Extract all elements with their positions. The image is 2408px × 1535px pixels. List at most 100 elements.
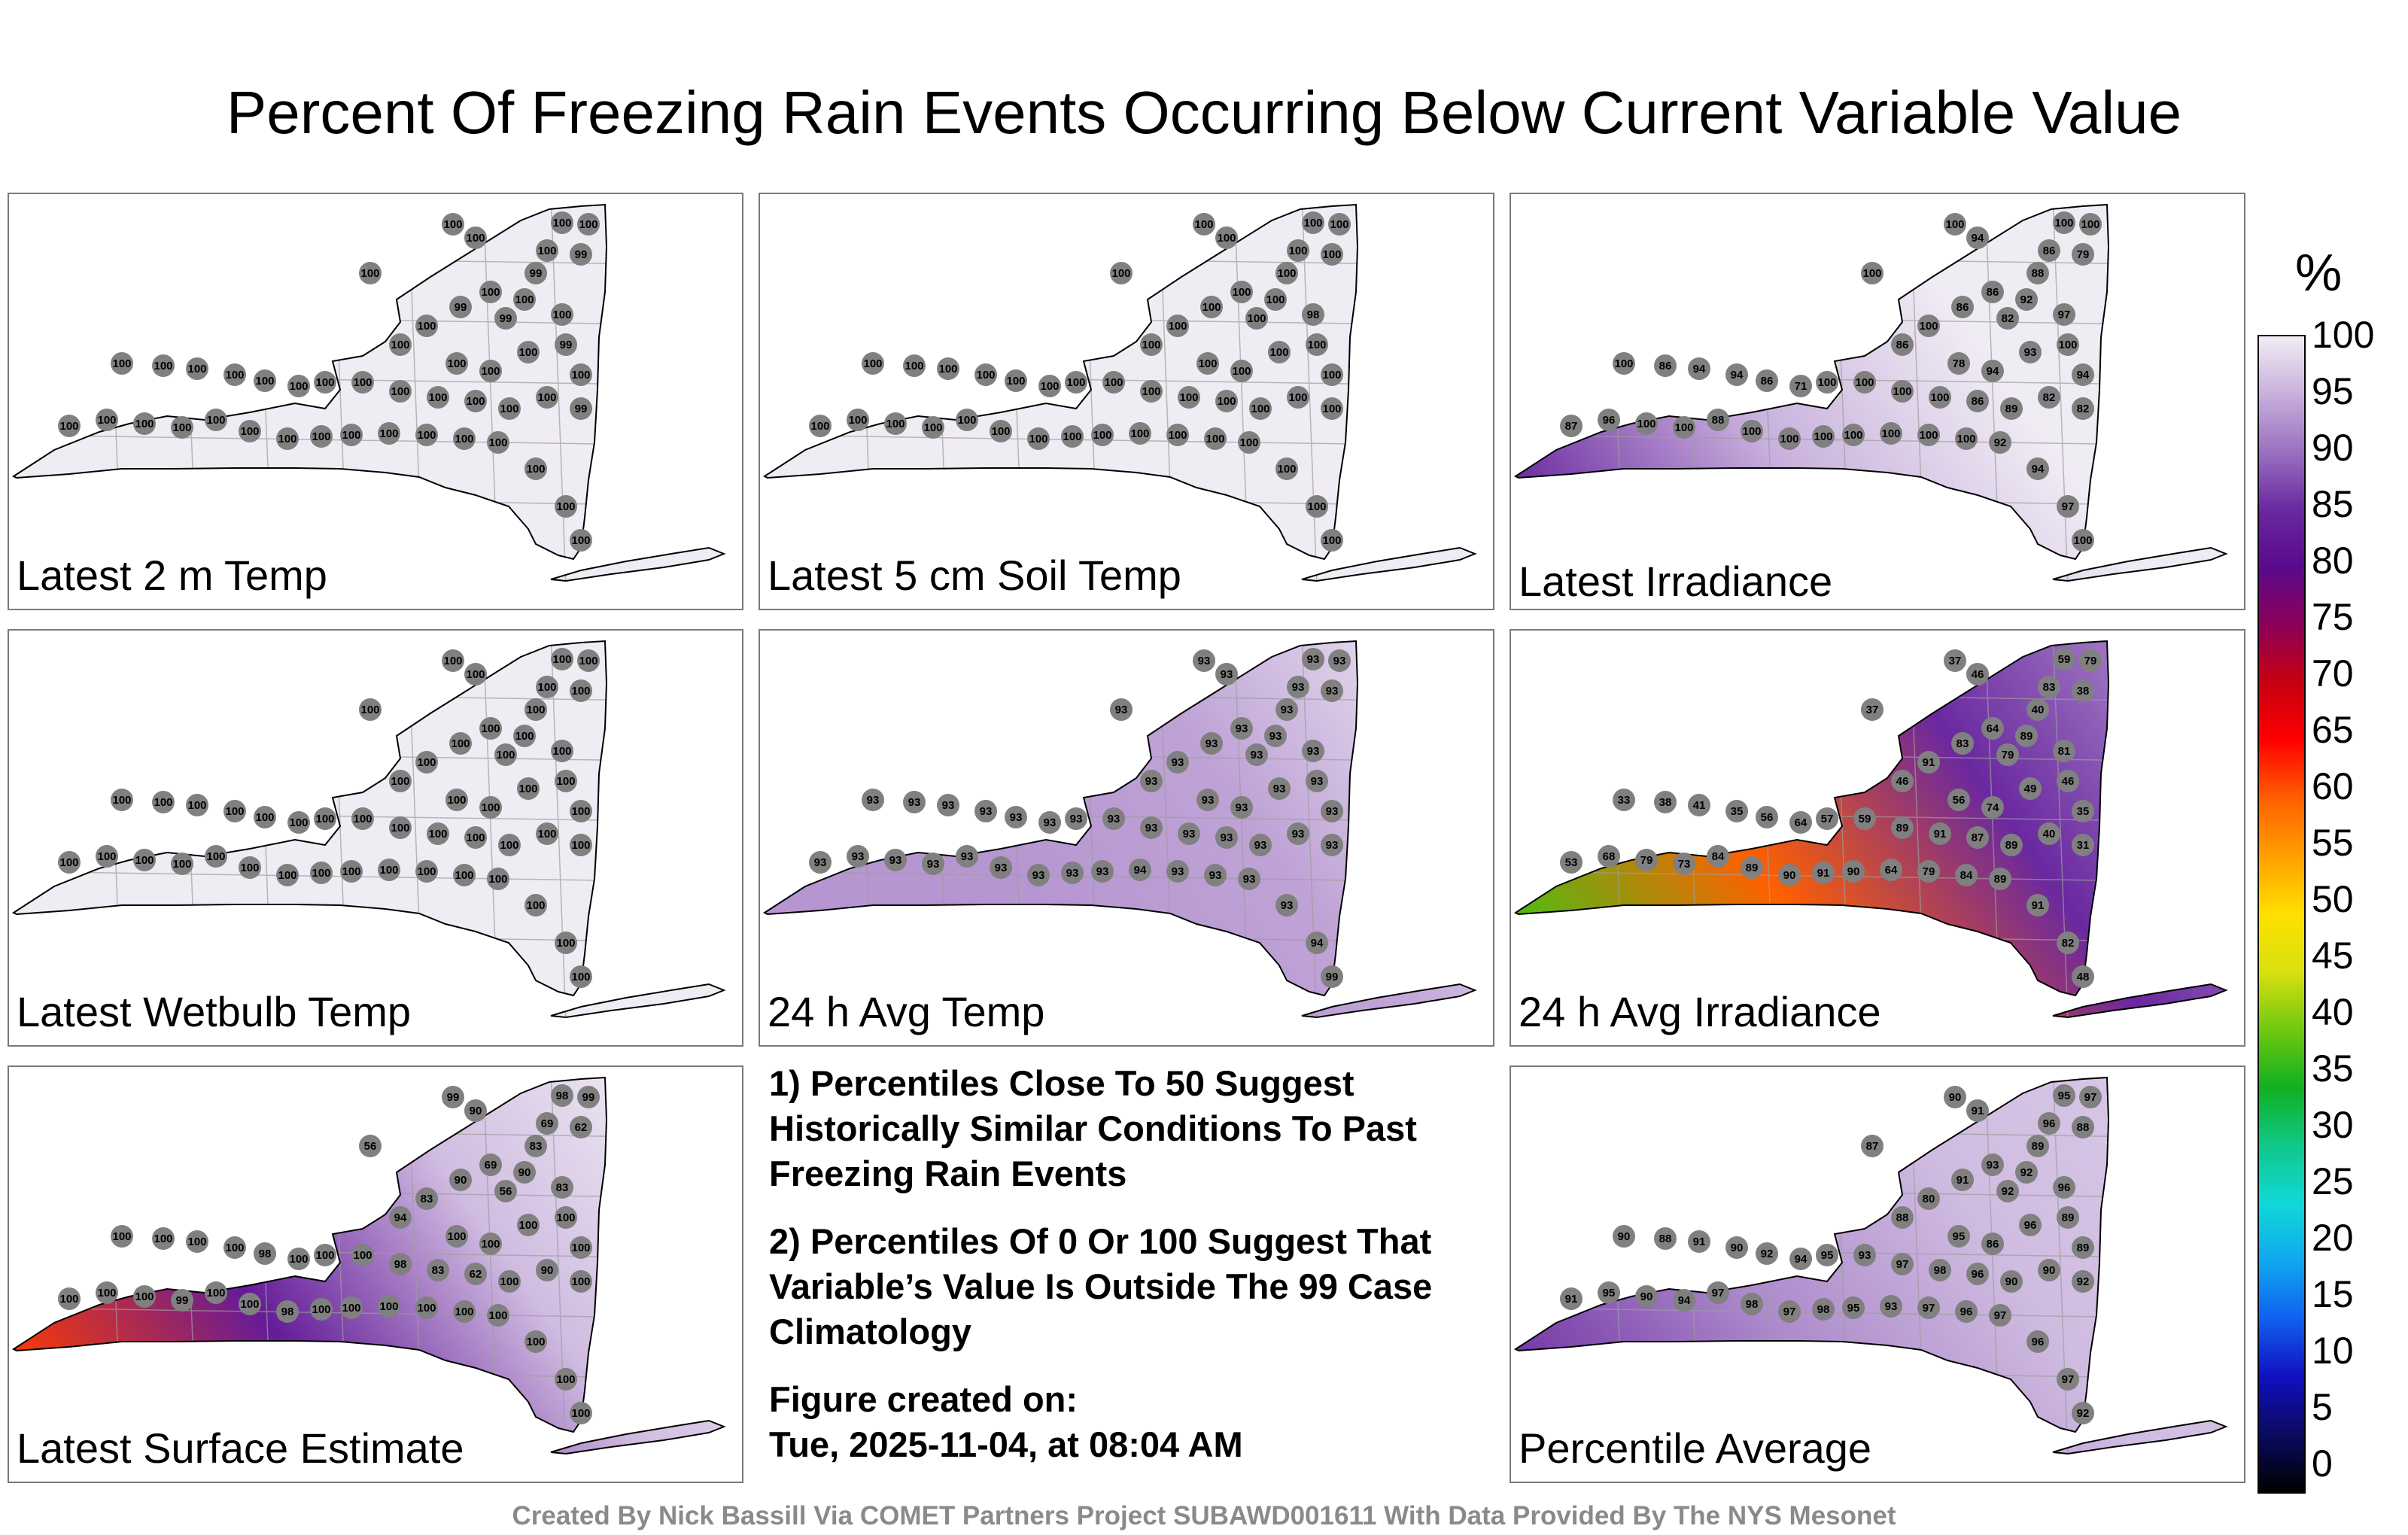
station-marker: [2053, 211, 2075, 234]
station-marker: [2019, 777, 2042, 800]
station-value-label: 99: [455, 301, 467, 314]
station-marker: [1853, 1244, 1876, 1266]
station-value-label: 100: [1130, 427, 1149, 440]
station-value-label: 100: [417, 756, 436, 769]
station-value-label: 100: [886, 418, 905, 430]
station-value-label: 94: [1795, 1253, 1808, 1266]
station-marker: [517, 341, 540, 363]
station-value-label: 100: [1322, 403, 1341, 415]
long-island-outline: [550, 1419, 726, 1455]
station-marker: [1230, 281, 1253, 303]
station-value-label: 100: [500, 839, 518, 852]
station-marker: [1038, 811, 1061, 834]
station-value-label: 99: [530, 267, 543, 280]
station-marker: [1230, 360, 1253, 382]
station-marker: [536, 676, 558, 698]
station-value-label: 100: [1307, 500, 1326, 513]
station-value-label: 100: [417, 320, 436, 333]
station-marker: [1140, 816, 1163, 839]
station-marker: [1688, 794, 1710, 816]
station-value-label: 83: [530, 1140, 543, 1153]
station-value-label: 100: [556, 1211, 575, 1224]
station-marker: [922, 416, 944, 439]
station-value-label: 100: [488, 436, 507, 449]
station-marker: [884, 412, 907, 435]
map-fill: [765, 205, 1475, 581]
station-marker: [577, 213, 600, 236]
station-value-label: 48: [2077, 971, 2090, 983]
station-value-label: 100: [1006, 375, 1025, 388]
station-marker: [2053, 648, 2075, 670]
state-map: 100 100 100 100 100 99 99 100 100 99 100 99 100 100 10…: [11, 203, 726, 582]
station-value-label: 79: [2077, 248, 2090, 261]
station-marker: [570, 1270, 592, 1293]
station-value-label: 100: [481, 365, 500, 378]
station-value-label: 100: [206, 414, 225, 427]
station-marker: [536, 386, 558, 409]
long-island-outline: [550, 546, 726, 582]
station-value-label: 96: [2024, 1219, 2037, 1232]
station-marker: [1321, 834, 1343, 856]
station-value-label: 95: [1847, 1302, 1860, 1315]
station-marker: [1140, 380, 1163, 403]
station-value-label: 100: [1168, 429, 1187, 442]
map-panel: 100 100 100 100 100 100 100 100 100 100 100 100 100 1…: [8, 629, 743, 1047]
station-marker: [287, 375, 310, 397]
long-island-outline: [550, 983, 726, 1019]
station-value-label: 98: [556, 1090, 569, 1102]
station-value-label: 100: [1919, 320, 1938, 333]
station-value-label: 100: [556, 1373, 575, 1386]
station-value-label: 83: [556, 1181, 569, 1194]
station-value-label: 100: [863, 357, 882, 370]
station-value-label: 100: [417, 429, 436, 442]
station-value-label: 93: [1221, 831, 1233, 844]
colorbar-tick-label: 0: [2312, 1442, 2333, 1485]
station-value-label: 100: [447, 794, 466, 807]
station-marker: [1306, 495, 1328, 518]
station-marker: [239, 1293, 261, 1315]
station-marker: [1200, 732, 1223, 755]
station-value-label: 100: [1303, 217, 1322, 229]
station-marker: [1598, 845, 1620, 868]
station-marker: [498, 834, 521, 856]
station-value-label: 56: [1953, 794, 1966, 807]
station-marker: [809, 415, 832, 437]
station-value-label: 100: [353, 1249, 372, 1262]
chart-title: Percent Of Freezing Rain Events Occurrin…: [226, 79, 2182, 146]
station-value-label: 96: [2058, 1181, 2071, 1194]
station-marker: [1891, 816, 1914, 839]
station-marker: [487, 431, 509, 454]
station-value-label: 95: [1603, 1287, 1616, 1299]
station-value-label: 96: [2032, 1336, 2045, 1348]
station-value-label: 95: [1953, 1230, 1966, 1243]
station-value-label: 100: [59, 1293, 78, 1306]
station-value-label: 100: [1814, 430, 1832, 443]
station-marker: [1321, 363, 1343, 386]
station-marker: [1861, 262, 1884, 284]
station-marker: [1302, 648, 1324, 670]
station-marker: [1966, 1263, 1989, 1285]
station-value-label: 89: [2005, 839, 2018, 852]
station-marker: [922, 853, 944, 875]
panel-label: 24 h Avg Irradiance: [1519, 988, 1881, 1035]
station-value-label: 83: [432, 1264, 445, 1277]
station-value-label: 100: [1844, 429, 1862, 442]
station-marker: [1880, 859, 1902, 881]
station-value-label: 100: [537, 391, 556, 404]
station-marker: [389, 1253, 412, 1275]
station-value-label: 100: [1104, 376, 1123, 389]
station-marker: [2057, 1368, 2079, 1391]
station-value-label: 100: [187, 363, 206, 375]
station-value-label: 100: [455, 869, 473, 882]
station-marker: [1166, 751, 1189, 774]
station-marker: [1238, 868, 1260, 890]
station-marker: [1193, 213, 1215, 236]
station-value-label: 57: [1821, 813, 1834, 825]
station-marker: [2026, 1135, 2049, 1157]
station-value-label: 100: [240, 862, 259, 874]
station-value-label: 94: [394, 1211, 407, 1224]
station-marker: [2038, 1112, 2060, 1135]
station-marker: [524, 698, 547, 721]
station-marker: [479, 1154, 502, 1176]
